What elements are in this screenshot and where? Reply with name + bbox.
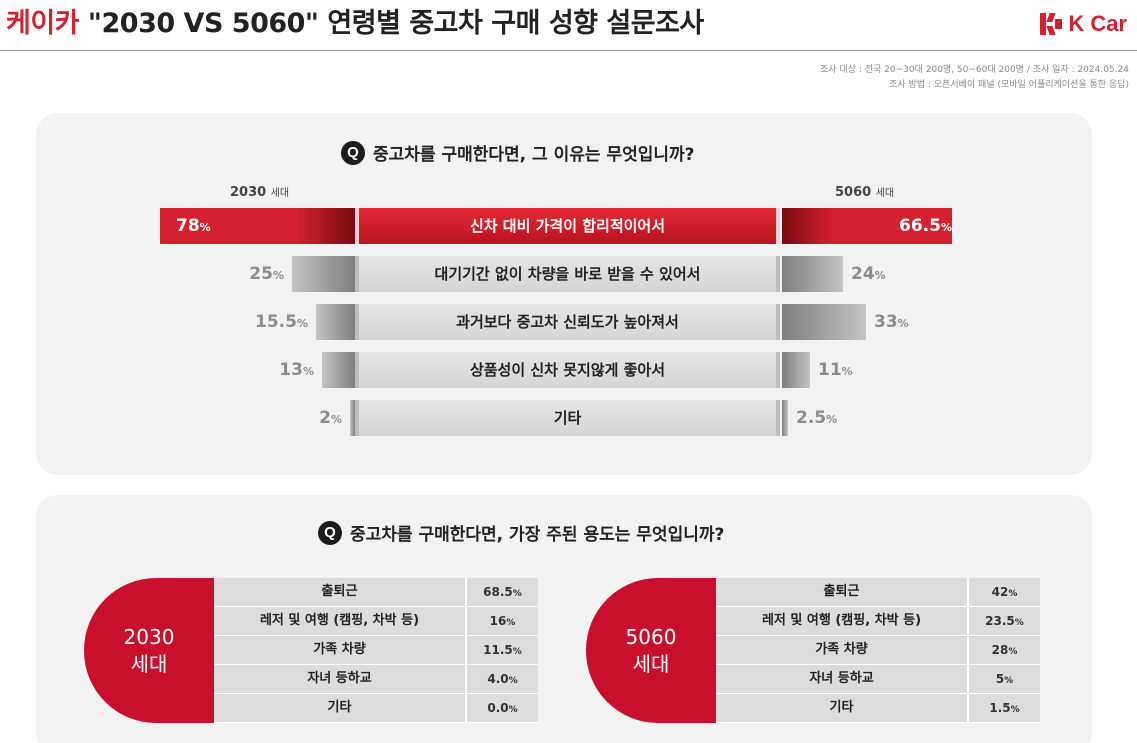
bar-5060 [782, 304, 866, 340]
bar-2030 [316, 304, 355, 340]
survey-target: 조사 대상 : 전국 20~30대 200명, 50~60대 200명 / 조사… [820, 65, 1129, 75]
kcar-logo: K Car [1040, 10, 1127, 38]
usage-rows-5060: 출퇴근 42% 레저 및 여행 (캠핑, 차박 등) 23.5% 가족 차량 28% 자녀 … [716, 578, 1040, 723]
header-divider [0, 50, 1137, 51]
table-row: 기타 0.0% [214, 694, 538, 723]
usage-value: 28% [969, 636, 1040, 664]
left-gen-number: 2030 [230, 185, 267, 200]
category-label: 신차 대비 가격이 합리적이어서 [355, 208, 780, 244]
survey-info: 조사 대상 : 전국 20~30대 200명, 50~60대 200명 / 조사… [820, 63, 1129, 93]
kcar-logo-icon [1040, 13, 1063, 35]
usage-category: 레저 및 여행 (캠핑, 차박 등) [716, 607, 969, 635]
gen-badge-number: 2030 [123, 624, 175, 649]
table-row: 기타 1.5% [716, 694, 1040, 723]
gen-badge-5060: 5060 세대 [586, 578, 716, 723]
usage-rows-2030: 출퇴근 68.5% 레저 및 여행 (캠핑, 차박 등) 16% 가족 차량 11.5% 자… [214, 578, 538, 723]
chart-row: 과거보다 중고차 신뢰도가 높아져서 15.5% 33% [0, 304, 1137, 344]
right-gen-label: 5060 세대 [835, 184, 894, 200]
title-text: "2030 VS 5060" 연령별 중고차 구매 성향 설문조사 [79, 8, 704, 39]
table-row: 가족 차량 28% [716, 636, 1040, 665]
bar-5060 [782, 256, 843, 292]
bar-2030 [160, 208, 355, 244]
usage-value: 68.5% [467, 578, 538, 606]
usage-value: 1.5% [969, 694, 1040, 722]
question-reason: Q 중고차를 구매한다면, 그 이유는 무엇입니까? [341, 140, 695, 165]
table-row: 출퇴근 42% [716, 578, 1040, 607]
gen-badge-2030: 2030 세대 [84, 578, 214, 723]
bar-2030 [292, 256, 355, 292]
usage-category: 자녀 등하교 [214, 665, 467, 693]
usage-category: 기타 [214, 694, 467, 722]
table-row: 레저 및 여행 (캠핑, 차박 등) 16% [214, 607, 538, 636]
chart-row: 상품성이 신차 못지않게 좋아서 13% 11% [0, 352, 1137, 392]
usage-value: 16% [467, 607, 538, 635]
value-label-5060: 11% [818, 360, 853, 380]
usage-category: 가족 차량 [214, 636, 467, 664]
question-icon: Q [341, 140, 365, 165]
left-gen-suffix: 세대 [270, 188, 290, 199]
category-label: 상품성이 신차 못지않게 좋아서 [355, 352, 780, 388]
bar-5060 [782, 400, 788, 436]
usage-value: 0.0% [467, 694, 538, 722]
bar-5060 [782, 208, 952, 244]
bar-2030 [322, 352, 355, 388]
value-label-5060: 66.5% [899, 216, 952, 236]
chart-row: 신차 대비 가격이 합리적이어서 78% 66.5% [0, 208, 1137, 248]
value-label-5060: 24% [851, 264, 886, 284]
question-usage-text: 중고차를 구매한다면, 가장 주된 용도는 무엇입니까? [350, 525, 725, 545]
usage-category: 가족 차량 [716, 636, 969, 664]
table-row: 레저 및 여행 (캠핑, 차박 등) 23.5% [716, 607, 1040, 636]
usage-category: 레저 및 여행 (캠핑, 차박 등) [214, 607, 467, 635]
question-icon: Q [318, 520, 342, 545]
bar-5060 [782, 352, 810, 388]
usage-category: 자녀 등하교 [716, 665, 969, 693]
value-label-2030: 13% [279, 360, 314, 380]
usage-category: 출퇴근 [716, 578, 969, 606]
category-label: 과거보다 중고차 신뢰도가 높아져서 [355, 304, 780, 340]
value-label-5060: 2.5% [796, 408, 838, 428]
usage-value: 11.5% [467, 636, 538, 664]
chart-row: 대기기간 없이 차량을 바로 받을 수 있어서 25% 24% [0, 256, 1137, 296]
gen-badge-number: 5060 [625, 624, 677, 649]
value-label-2030: 15.5% [255, 312, 308, 332]
usage-value: 23.5% [969, 607, 1040, 635]
right-gen-number: 5060 [835, 185, 872, 200]
right-gen-suffix: 세대 [875, 188, 895, 199]
survey-method: 조사 방법 : 오픈서베이 패널 (모바일 어플리케이션을 통한 응답) [889, 80, 1129, 90]
category-label: 대기기간 없이 차량을 바로 받을 수 있어서 [355, 256, 780, 292]
bar-2030 [350, 400, 355, 436]
table-row: 자녀 등하교 5% [716, 665, 1040, 694]
logo-text: K Car [1068, 11, 1127, 36]
gen-badge-suffix: 세대 [130, 651, 168, 676]
question-usage: Q 중고차를 구매한다면, 가장 주된 용도는 무엇입니까? [318, 520, 724, 545]
category-label: 기타 [355, 400, 780, 436]
table-row: 가족 차량 11.5% [214, 636, 538, 665]
usage-value: 42% [969, 578, 1040, 606]
left-gen-label: 2030 세대 [230, 184, 289, 200]
table-row: 출퇴근 68.5% [214, 578, 538, 607]
usage-value: 5% [969, 665, 1040, 693]
usage-value: 4.0% [467, 665, 538, 693]
title-brand: 케이카 [6, 8, 80, 39]
value-label-5060: 33% [874, 312, 909, 332]
gen-badge-suffix: 세대 [632, 651, 670, 676]
chart-row: 기타 2% 2.5% [0, 400, 1137, 440]
table-row: 자녀 등하교 4.0% [214, 665, 538, 694]
usage-category: 출퇴근 [214, 578, 467, 606]
page-title: 케이카 "2030 VS 5060" 연령별 중고차 구매 성향 설문조사 [6, 2, 704, 46]
value-label-2030: 78% [176, 216, 211, 236]
value-label-2030: 25% [249, 264, 284, 284]
question-reason-text: 중고차를 구매한다면, 그 이유는 무엇입니까? [373, 145, 695, 165]
value-label-2030: 2% [319, 408, 342, 428]
usage-category: 기타 [716, 694, 969, 722]
